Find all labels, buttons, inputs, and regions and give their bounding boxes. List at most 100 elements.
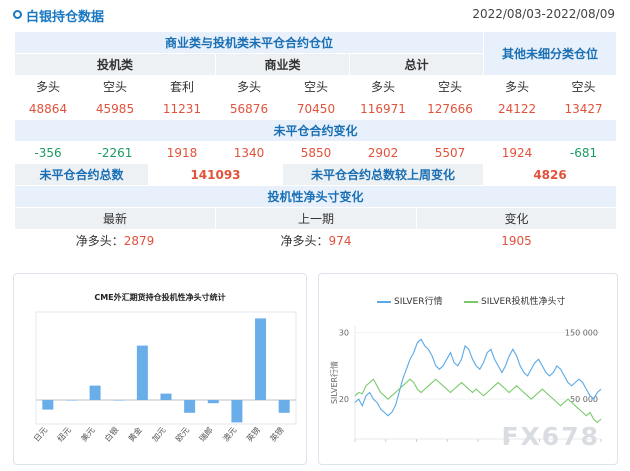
change-header-row: 未平仓合约变化 xyxy=(13,119,618,142)
net-previous-cell: 净多头：974 xyxy=(215,229,417,252)
col-header: 空头 xyxy=(81,75,149,98)
date-range: 2022/08/03-2022/08/09 xyxy=(472,7,615,21)
category-label-1: 纽元 xyxy=(55,425,73,444)
group-speculative: 投机类 xyxy=(14,53,216,76)
legend-line-icon xyxy=(464,300,478,303)
value-cell: 56876 xyxy=(215,97,283,120)
group-total: 总计 xyxy=(348,53,485,76)
plot-frame xyxy=(35,311,297,425)
col-header: 空头 xyxy=(550,75,618,98)
section-title: 白银持仓数据 xyxy=(26,10,105,25)
net-col-latest: 最新 xyxy=(14,207,216,230)
category-label-0: 日元 xyxy=(32,426,49,444)
total-label: 未平仓合约总数 xyxy=(14,163,149,186)
category-label-8: 澳元 xyxy=(220,425,238,444)
table-header-row-1: 商业类与投机类未平仓合约仓位 其他未细分类仓位 xyxy=(13,31,618,76)
col-header: 空头 xyxy=(415,75,485,98)
category-label-3: 白银 xyxy=(102,425,120,444)
net-header-row: 投机性净头寸变化 xyxy=(13,185,618,208)
change-header: 未平仓合约变化 xyxy=(13,119,618,142)
net-latest-cell: 净多头：2879 xyxy=(14,229,216,252)
net-latest-label: 净多头： xyxy=(75,234,124,248)
y-axis-label: SILVER行情 xyxy=(329,361,339,404)
bar-9 xyxy=(255,318,267,400)
net-latest-value: 2879 xyxy=(123,234,155,248)
net-values-row: 净多头：2879 净多头：974 1905 xyxy=(14,229,618,252)
category-label-9: 英镑 xyxy=(244,425,262,444)
net-previous-value: 974 xyxy=(328,234,352,248)
bar-10 xyxy=(278,400,290,413)
bar-0 xyxy=(42,400,54,410)
total-value: 141093 xyxy=(148,163,283,186)
col-header: 套利 xyxy=(148,75,216,98)
positions-table: 商业类与投机类未平仓合约仓位 其他未细分类仓位 投机类 商业类 总计 多头 空头… xyxy=(13,31,618,252)
change-cell: 1918 xyxy=(148,141,216,164)
category-label-2: 美元 xyxy=(79,425,97,444)
col-header: 多头 xyxy=(14,75,82,98)
value-cell: 70450 xyxy=(282,97,350,120)
category-label-7: 瑞郎 xyxy=(197,425,215,444)
category-label-6: 欧元 xyxy=(173,425,191,444)
bar-chart-title: CME外汇期货持仓投机性净头寸统计 xyxy=(94,293,226,302)
series-line-1 xyxy=(354,378,602,424)
value-cell: 11231 xyxy=(148,97,216,120)
net-position-header: 投机性净头寸变化 xyxy=(13,185,618,208)
table-changes-row: -356 -2261 1918 1340 5850 2902 5507 1924… xyxy=(14,141,618,164)
change-cell: -356 xyxy=(14,141,82,164)
weekly-change-value: 4826 xyxy=(483,163,618,186)
legend-silver-price: SILVER行情 xyxy=(377,294,443,307)
totals-row: 未平仓合约总数 141093 未平仓合约总数较上周变化 4826 xyxy=(14,163,618,186)
silver-line-chart-panel: SILVER行情 SILVER投机性净头寸 30 20 150 000 50 000 S… xyxy=(318,273,618,465)
net-col-change: 变化 xyxy=(415,207,618,230)
y-left-tick: 30 xyxy=(339,329,349,338)
category-label-4: 黄金 xyxy=(126,425,144,444)
change-cell: 5850 xyxy=(282,141,350,164)
col-header: 空头 xyxy=(282,75,350,98)
y-right-tick: 150 000 xyxy=(565,329,598,338)
bar-6 xyxy=(184,400,196,413)
value-cell: 13427 xyxy=(550,97,618,120)
value-cell: 24122 xyxy=(483,97,552,120)
category-label-10: 英镑 xyxy=(268,425,286,444)
net-previous-label: 净多头： xyxy=(280,234,329,248)
change-cell: 1924 xyxy=(483,141,552,164)
bar-chart: 日元 纽元 美元 白银 黄金 加元 欧元 瑞郎 澳元 英镑 英镑 xyxy=(32,311,297,444)
line-chart: 30 20 150 000 50 000 SILVER行情 xyxy=(329,326,602,442)
value-cell: 116971 xyxy=(349,97,417,120)
section-header: 白银持仓数据 2022/08/03-2022/08/09 xyxy=(0,0,630,30)
group-commercial: 商业类 xyxy=(215,53,350,76)
value-cell: 127666 xyxy=(415,97,485,120)
cme-net-position-chart-panel: CME外汇期货持仓投机性净头寸统计 日元 纽元 美元 白银 黄金 加元 欧元 瑞郎 澳元 英镑 英镑 xyxy=(13,273,307,465)
commercial-speculative-header: 商业类与投机类未平仓合约仓位 xyxy=(13,31,485,54)
change-cell: -2261 xyxy=(81,141,149,164)
table-values-row: 48864 45985 11231 56876 70450 116971 127… xyxy=(14,97,618,120)
legend-line-icon xyxy=(377,300,391,303)
series-line-0 xyxy=(354,338,602,417)
change-cell: 2902 xyxy=(349,141,417,164)
table-header-row-2: 投机类 商业类 总计 xyxy=(14,53,617,76)
bar-5 xyxy=(160,393,172,400)
bar-3 xyxy=(113,400,125,401)
value-cell: 48864 xyxy=(14,97,82,120)
weekly-change-label: 未平仓合约总数较上周变化 xyxy=(281,163,485,186)
net-change-value: 1905 xyxy=(415,229,618,252)
col-header: 多头 xyxy=(215,75,283,98)
bar-1 xyxy=(65,400,77,401)
bullet-icon xyxy=(13,10,22,19)
net-col-previous: 上一期 xyxy=(215,207,417,230)
legend-silver-net-position: SILVER投机性净头寸 xyxy=(464,294,566,307)
change-cell: 1340 xyxy=(215,141,283,164)
y-right-tick: 50 000 xyxy=(570,395,598,404)
category-label-5: 加元 xyxy=(150,425,168,444)
table-cols-row: 多头 空头 套利 多头 空头 多头 空头 多头 空头 xyxy=(14,75,618,98)
bar-2 xyxy=(89,385,101,400)
bar-7 xyxy=(207,400,219,404)
net-cols-row: 最新 上一期 变化 xyxy=(14,207,618,230)
bar-4 xyxy=(136,345,148,400)
bar-8 xyxy=(231,400,243,423)
col-header: 多头 xyxy=(483,75,552,98)
change-cell: -681 xyxy=(550,141,618,164)
y-left-tick: 20 xyxy=(339,395,349,404)
watermark: FX678 xyxy=(501,422,600,451)
col-header: 多头 xyxy=(349,75,417,98)
